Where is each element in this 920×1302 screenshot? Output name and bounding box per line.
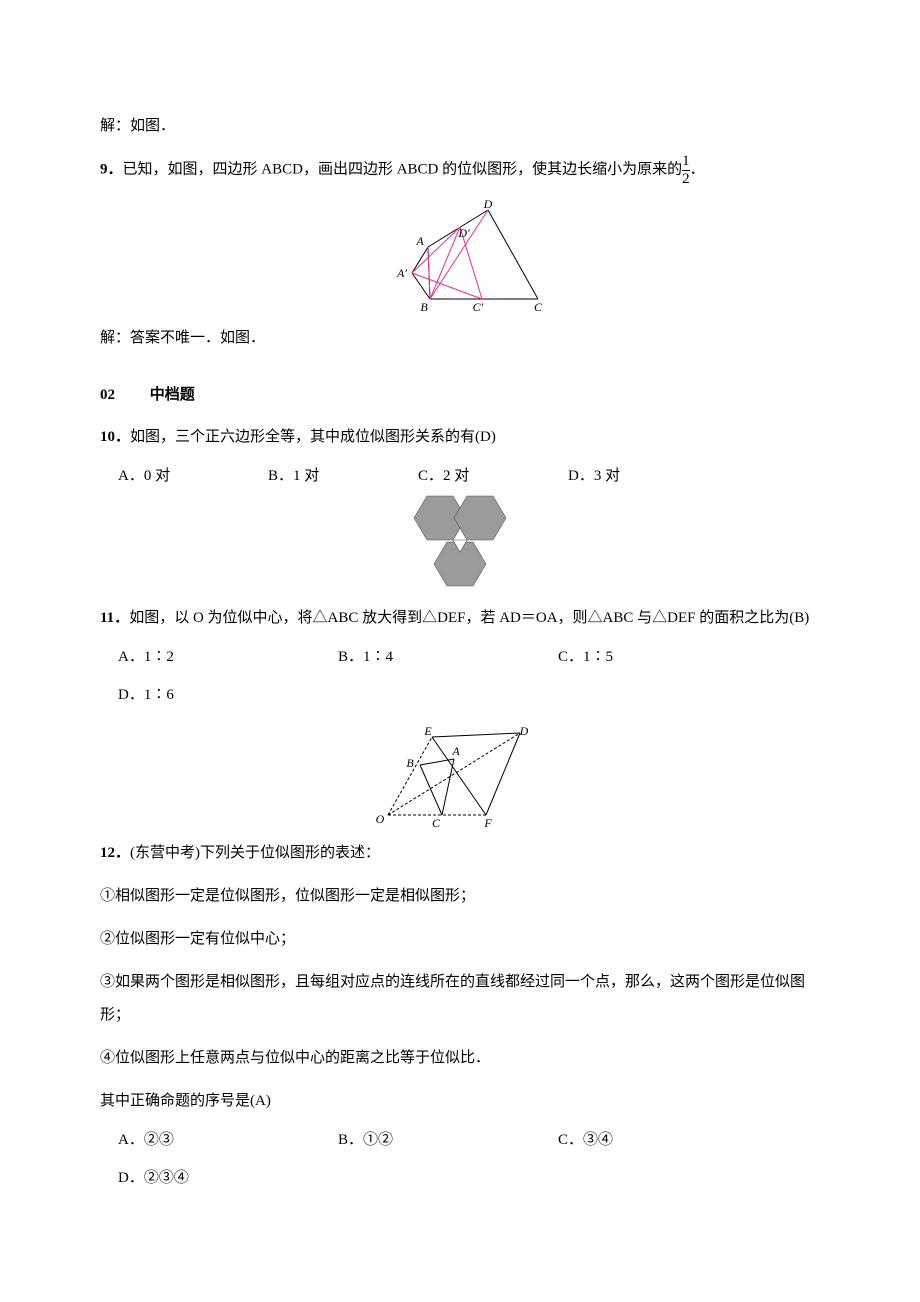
q11-options: A．1∶2 B．1∶4 C．1∶5 D．1∶6 bbox=[118, 645, 820, 721]
q10-figure bbox=[100, 494, 820, 592]
svg-text:D: D bbox=[519, 727, 529, 738]
svg-text:A′: A′ bbox=[396, 266, 407, 280]
section-02-num: 02 bbox=[100, 383, 146, 407]
q12-s2: ②位似图形一定有位似中心； bbox=[100, 923, 820, 956]
q9-text1: 已知，如图，四边形 ABCD，画出四边形 ABCD 的位似图形，使其边长缩小为原… bbox=[123, 161, 683, 177]
q10-opt-c: C．2 对 bbox=[418, 464, 568, 488]
svg-text:B: B bbox=[406, 756, 414, 770]
q12-prefix: 12． bbox=[100, 845, 130, 861]
q12-options: A．②③ B．①② C．③④ D．②③④ bbox=[118, 1128, 820, 1204]
q9-figure: D A A′ D′ B C′ C bbox=[100, 197, 820, 312]
q10-prefix: 10． bbox=[100, 429, 130, 445]
q11-opt-a: A．1∶2 bbox=[118, 645, 338, 669]
question-10: 10．如图，三个正六边形全等，其中成位似图形关系的有(D) bbox=[100, 421, 820, 454]
q12-s3: ③如果两个图形是相似图形，且每组对应点的连线所在的直线都经过同一个点，那么，这两… bbox=[100, 966, 820, 1032]
q11-prefix: 11． bbox=[100, 610, 129, 626]
solution-8: 解：如图． bbox=[100, 110, 820, 143]
q10-svg bbox=[395, 494, 525, 592]
q11-opt-c: C．1∶5 bbox=[558, 645, 778, 669]
q9-svg: D A A′ D′ B C′ C bbox=[360, 197, 560, 312]
svg-text:E: E bbox=[423, 727, 432, 738]
q9-prefix: 9． bbox=[100, 161, 123, 177]
q10-text: 如图，三个正六边形全等，其中成位似图形关系的有(D) bbox=[130, 429, 496, 445]
q12-source: (东营中考) bbox=[130, 845, 200, 861]
q12-ask: 其中正确命题的序号是(A) bbox=[100, 1085, 820, 1118]
q12-opt-a: A．②③ bbox=[118, 1128, 338, 1152]
svg-text:A: A bbox=[415, 234, 424, 248]
svg-text:D: D bbox=[483, 197, 493, 211]
page: 解：如图． 9．已知，如图，四边形 ABCD，画出四边形 ABCD 的位似图形，… bbox=[0, 0, 920, 1302]
question-11: 11．如图，以 O 为位似中心，将△ABC 放大得到△DEF，若 AD＝OA，则… bbox=[100, 602, 820, 635]
q9-text2: ． bbox=[690, 161, 705, 177]
q9-solution: 解：答案不唯一．如图． bbox=[100, 322, 820, 355]
q11-figure: E D B A O C F bbox=[100, 727, 820, 827]
q12-s1: ①相似图形一定是位似图形，位似图形一定是相似图形； bbox=[100, 880, 820, 913]
q12-intro: 下列关于位似图形的表述： bbox=[200, 845, 380, 861]
svg-text:B: B bbox=[420, 300, 428, 312]
svg-text:C: C bbox=[534, 300, 543, 312]
q10-opt-d: D．3 对 bbox=[568, 464, 718, 488]
section-02-title: 中档题 bbox=[150, 387, 195, 403]
q12-opt-b: B．①② bbox=[338, 1128, 558, 1152]
q9-frac-den: 2 bbox=[682, 170, 690, 188]
svg-text:C: C bbox=[432, 816, 441, 827]
q9-frac-num: 1 bbox=[682, 153, 690, 170]
q12-opt-c: C．③④ bbox=[558, 1128, 778, 1152]
q11-text: 如图，以 O 为位似中心，将△ABC 放大得到△DEF，若 AD＝OA，则△AB… bbox=[129, 610, 809, 626]
q12-opt-d: D．②③④ bbox=[118, 1166, 338, 1190]
svg-text:F: F bbox=[483, 816, 492, 827]
question-9: 9．已知，如图，四边形 ABCD，画出四边形 ABCD 的位似图形，使其边长缩小… bbox=[100, 153, 820, 187]
q11-opt-d: D．1∶6 bbox=[118, 683, 338, 707]
question-12: 12．(东营中考)下列关于位似图形的表述： bbox=[100, 837, 820, 870]
q11-svg: E D B A O C F bbox=[370, 727, 550, 827]
svg-text:D′: D′ bbox=[457, 226, 470, 240]
q10-opt-b: B．1 对 bbox=[268, 464, 418, 488]
q9-fraction: 12 bbox=[682, 153, 690, 187]
svg-text:O: O bbox=[376, 812, 385, 826]
svg-text:A: A bbox=[451, 744, 460, 758]
svg-text:C′: C′ bbox=[473, 300, 484, 312]
q11-opt-b: B．1∶4 bbox=[338, 645, 558, 669]
q10-opt-a: A．0 对 bbox=[118, 464, 268, 488]
q12-s4: ④位似图形上任意两点与位似中心的距离之比等于位似比． bbox=[100, 1042, 820, 1075]
q10-options: A．0 对 B．1 对 C．2 对 D．3 对 bbox=[118, 464, 820, 488]
section-02: 02 中档题 bbox=[100, 383, 820, 407]
